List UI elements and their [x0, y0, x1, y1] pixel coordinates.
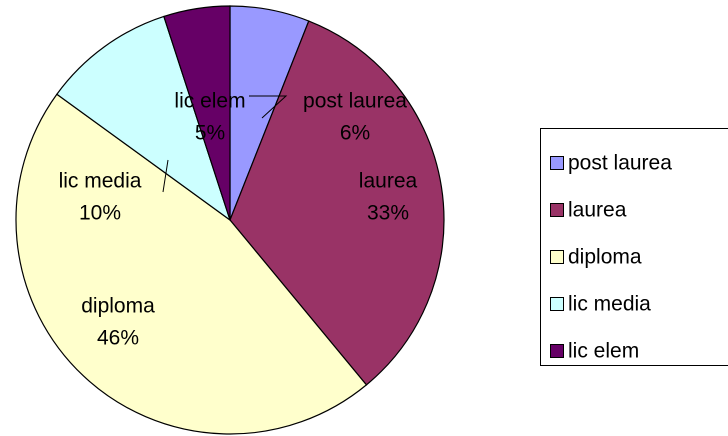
leader-line: [162, 159, 169, 193]
legend-label: lic elem: [568, 340, 639, 363]
slice-value-label: 46%: [97, 327, 139, 350]
pie: [15, 5, 445, 435]
legend-label: lic media: [568, 293, 651, 316]
slice-value-label: 33%: [367, 202, 409, 225]
pie-slice: [15, 93, 368, 435]
legend-swatch: [550, 156, 564, 170]
legend-swatch: [550, 344, 564, 358]
pie-slice: [56, 15, 232, 222]
pie-slice: [229, 20, 445, 386]
slice-category-label: laurea: [359, 170, 418, 193]
slice-value-label: 10%: [79, 202, 121, 225]
legend-swatch: [550, 297, 564, 311]
legend-label: laurea: [568, 199, 627, 222]
pie-slice: [163, 5, 231, 221]
slice-value-label: 5%: [195, 122, 225, 145]
slice-category-label: lic media: [59, 170, 142, 193]
slice-category-label: diploma: [81, 295, 155, 318]
slice-category-label: lic elem: [174, 90, 245, 113]
legend-swatch: [550, 250, 564, 264]
slice-value-label: 6%: [340, 122, 370, 145]
leader-line: [249, 95, 288, 119]
legend-swatch: [550, 203, 564, 217]
legend: [540, 128, 728, 366]
legend-label: diploma: [568, 246, 642, 269]
slice-category-label: post laurea: [303, 90, 407, 113]
legend-label: post laurea: [568, 152, 672, 175]
